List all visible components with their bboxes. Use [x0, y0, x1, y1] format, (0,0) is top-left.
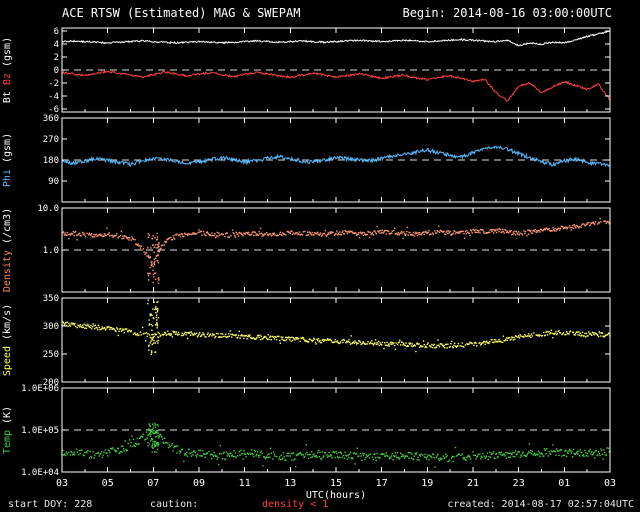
footer-start-doy: start DOY: 228	[8, 499, 93, 510]
panel-phi: 360 270 180 90 Phi (gsm)	[2, 114, 611, 203]
svg-text:180: 180	[43, 156, 59, 166]
footer-caution-label: caution:	[150, 499, 199, 510]
chart-canvas: 6 4 2 0 -2 -4 -6 Bt Bz (gsm) 360 270 180 90 Phi (gs…	[2, 27, 616, 501]
svg-text:4: 4	[54, 40, 59, 50]
svg-text:03: 03	[604, 478, 616, 489]
svg-text:13: 13	[284, 478, 296, 489]
svg-text:21: 21	[467, 478, 479, 489]
svg-text:10.0: 10.0	[37, 204, 59, 214]
svg-text:-6: -6	[48, 105, 59, 115]
svg-text:Bt Bz (gsm): Bt Bz (gsm)	[2, 37, 13, 103]
panel-temp: 1.0E+06 1.0E+05 1.0E+04 Temp (K)	[2, 384, 611, 478]
svg-text:90: 90	[48, 177, 59, 187]
svg-text:2: 2	[54, 53, 59, 63]
svg-text:-4: -4	[48, 92, 59, 102]
svg-text:0: 0	[54, 66, 59, 76]
plot-title: ACE RTSW (Estimated) MAG & SWEPAM	[62, 6, 301, 20]
svg-text:11: 11	[239, 478, 251, 489]
svg-text:17: 17	[376, 478, 388, 489]
svg-text:01: 01	[558, 478, 570, 489]
x-axis: 03 05 07 09 11 13 15 17 19 21 23 01 03 UTC(hours)	[56, 478, 616, 501]
svg-text:23: 23	[513, 478, 525, 489]
panel-density: 10.0 1.0 Density (/cm3)	[2, 204, 611, 293]
svg-text:07: 07	[147, 478, 159, 489]
svg-text:6: 6	[54, 27, 59, 37]
svg-text:1.0E+04: 1.0E+04	[21, 468, 59, 478]
svg-text:09: 09	[193, 478, 205, 489]
svg-text:03: 03	[56, 478, 68, 489]
panel-bt-bz: 6 4 2 0 -2 -4 -6 Bt Bz (gsm)	[2, 27, 611, 115]
svg-text:360: 360	[43, 114, 59, 124]
svg-text:250: 250	[43, 350, 59, 360]
svg-text:Temp (K): Temp (K)	[2, 406, 13, 454]
svg-text:19: 19	[421, 478, 433, 489]
panel-speed: 350 300 250 200 Speed (km/s)	[2, 294, 611, 388]
svg-text:Density (/cm3): Density (/cm3)	[2, 208, 13, 292]
svg-text:1.0: 1.0	[43, 246, 59, 256]
begin-timestamp: Begin: 2014-08-16 03:00:00UTC	[402, 6, 612, 20]
svg-text:15: 15	[330, 478, 342, 489]
svg-text:-2: -2	[48, 79, 59, 89]
svg-text:05: 05	[102, 478, 114, 489]
svg-text:1.0E+05: 1.0E+05	[21, 426, 59, 436]
svg-text:350: 350	[43, 294, 59, 304]
svg-text:UTC(hours): UTC(hours)	[306, 490, 366, 501]
footer-created-timestamp: created: 2014-08-17 02:57:04UTC	[447, 499, 634, 510]
svg-text:1.0E+06: 1.0E+06	[21, 384, 59, 394]
footer-caution-value: density < 1	[262, 499, 329, 510]
svg-text:300: 300	[43, 322, 59, 332]
svg-text:270: 270	[43, 135, 59, 145]
svg-text:Phi (gsm): Phi (gsm)	[2, 133, 13, 187]
svg-text:200: 200	[43, 378, 59, 388]
plot-footer: start DOY: 228 caution: density < 1 crea…	[0, 499, 640, 512]
svg-text:Speed (km/s): Speed (km/s)	[2, 304, 13, 376]
